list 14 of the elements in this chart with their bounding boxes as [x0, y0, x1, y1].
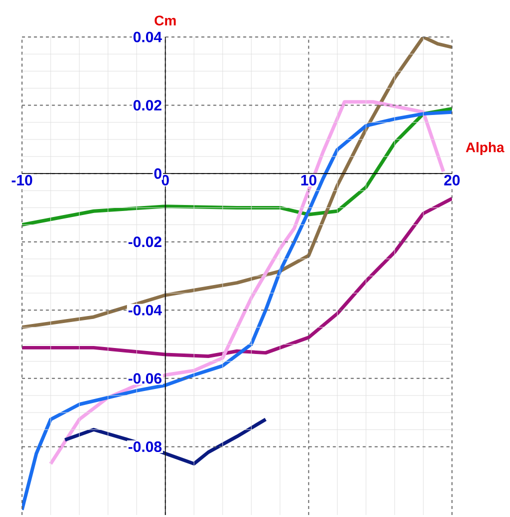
y-tick-label: -0.02 — [128, 236, 162, 248]
y-tick-label: -0.06 — [128, 373, 162, 384]
x-tick-label: -10 — [12, 174, 32, 186]
y-tick-label: 0.04 — [134, 32, 162, 42]
line-series — [22, 196, 452, 358]
y-tick-label: -0.04 — [128, 304, 162, 316]
x-tick-label: 20 — [444, 174, 460, 186]
y-tick-label: 0.02 — [134, 100, 162, 111]
x-axis-title: Alpha — [466, 142, 504, 156]
y-axis-title: Cm — [154, 16, 176, 26]
x-tick-label: 10 — [301, 174, 316, 186]
line-series — [63, 418, 268, 466]
line-series — [48, 100, 446, 466]
y-tick-label: -0.08 — [128, 441, 162, 452]
